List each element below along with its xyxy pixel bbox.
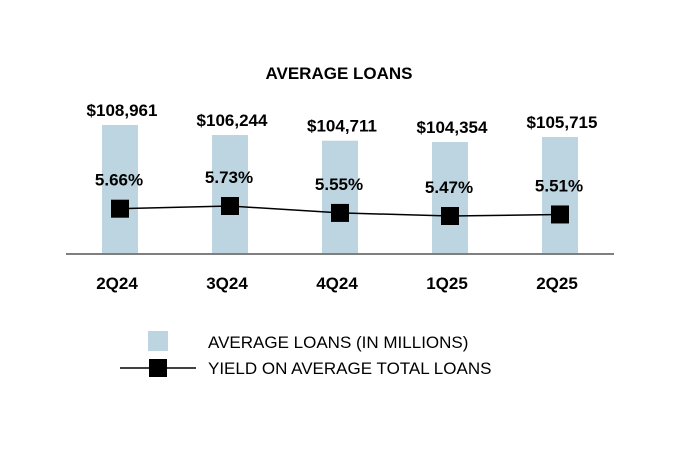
bar-value-label: $104,711 <box>307 117 377 136</box>
yield-marker-1Q25 <box>441 207 459 225</box>
bar-value-label: $105,715 <box>527 113 598 132</box>
yield-line-group <box>111 197 569 225</box>
bar-2Q25 <box>542 136 578 254</box>
legend-label-yield: YIELD ON AVERAGE TOTAL LOANS <box>208 359 491 378</box>
label-group: $108,961 $106,244 $104,711 $104,354 $105,715… <box>87 101 598 293</box>
bar-group <box>102 125 578 254</box>
yield-value-label: 5.55% <box>315 175 363 194</box>
x-tick-label: 2Q25 <box>536 274 578 293</box>
legend-label-loans: AVERAGE LOANS (IN MILLIONS) <box>208 333 468 352</box>
bar-4Q24 <box>322 140 358 254</box>
legend: AVERAGE LOANS (IN MILLIONS) YIELD ON AVER… <box>120 331 491 378</box>
bar-value-label: $108,961 <box>87 101 158 120</box>
yield-marker-4Q24 <box>331 203 349 222</box>
yield-marker-2Q24 <box>111 199 129 218</box>
yield-value-label: 5.66% <box>95 171 143 190</box>
bar-value-label: $106,244 <box>197 111 268 130</box>
yield-marker-3Q24 <box>221 197 239 215</box>
bar-2Q24 <box>102 125 138 254</box>
x-tick-label: 3Q24 <box>206 274 248 293</box>
x-tick-label: 1Q25 <box>426 274 468 293</box>
yield-value-label: 5.47% <box>425 178 473 197</box>
yield-value-label: 5.51% <box>535 176 583 195</box>
bar-1Q25 <box>432 142 468 254</box>
legend-swatch-loans <box>148 331 168 351</box>
yield-marker-2Q25 <box>551 205 569 224</box>
yield-value-label: 5.73% <box>205 168 253 187</box>
x-tick-label: 4Q24 <box>316 274 358 293</box>
bar-3Q24 <box>212 135 248 254</box>
chart-title: AVERAGE LOANS <box>265 64 412 83</box>
legend-marker-yield <box>149 359 167 377</box>
x-tick-label: 2Q24 <box>96 274 138 293</box>
bar-value-label: $104,354 <box>417 118 488 137</box>
